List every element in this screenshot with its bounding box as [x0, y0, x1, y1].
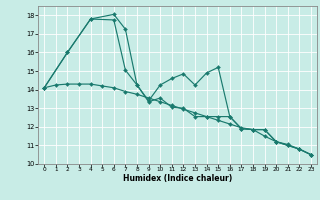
X-axis label: Humidex (Indice chaleur): Humidex (Indice chaleur)	[123, 174, 232, 183]
